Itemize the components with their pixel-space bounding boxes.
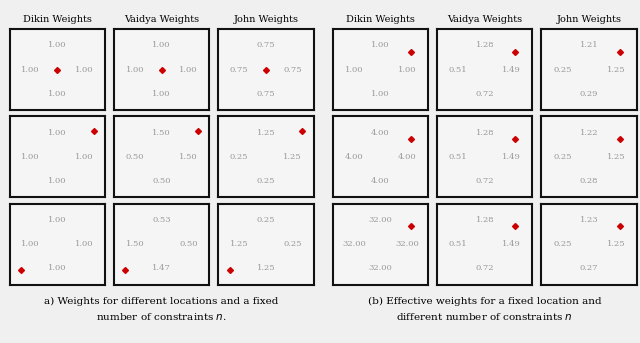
Text: 1.00: 1.00 — [48, 42, 67, 49]
Text: 32.00: 32.00 — [396, 240, 419, 248]
Text: 1.49: 1.49 — [502, 153, 521, 161]
Text: 0.75: 0.75 — [284, 66, 302, 74]
Text: 1.00: 1.00 — [48, 177, 67, 185]
Text: 1.00: 1.00 — [48, 216, 67, 224]
Text: 32.00: 32.00 — [369, 264, 392, 272]
Text: 1.00: 1.00 — [21, 240, 40, 248]
Text: 0.72: 0.72 — [476, 264, 494, 272]
Text: 1.00: 1.00 — [344, 66, 363, 74]
Text: 0.25: 0.25 — [257, 177, 275, 185]
Text: 0.25: 0.25 — [553, 153, 572, 161]
Text: 0.25: 0.25 — [553, 66, 572, 74]
Text: 1.00: 1.00 — [398, 66, 417, 74]
Text: 1.00: 1.00 — [48, 90, 67, 98]
Text: 0.50: 0.50 — [152, 177, 171, 185]
Text: John Weights: John Weights — [234, 15, 298, 24]
Text: 1.25: 1.25 — [257, 129, 275, 137]
Text: 1.50: 1.50 — [152, 129, 171, 137]
Text: 1.28: 1.28 — [476, 42, 494, 49]
Text: 0.25: 0.25 — [257, 216, 275, 224]
Text: 0.72: 0.72 — [476, 90, 494, 98]
Text: 1.00: 1.00 — [152, 90, 171, 98]
Text: 1.25: 1.25 — [257, 264, 275, 272]
Text: 0.51: 0.51 — [449, 240, 467, 248]
Text: 32.00: 32.00 — [369, 216, 392, 224]
Text: 1.47: 1.47 — [152, 264, 171, 272]
Text: 1.25: 1.25 — [607, 66, 625, 74]
Text: (b) Effective weights for a fixed location and
different number of constraints $: (b) Effective weights for a fixed locati… — [368, 297, 602, 322]
Text: 1.25: 1.25 — [607, 240, 625, 248]
Text: 1.25: 1.25 — [607, 153, 625, 161]
Text: 0.72: 0.72 — [476, 177, 494, 185]
Text: 1.00: 1.00 — [75, 66, 93, 74]
Text: 0.51: 0.51 — [449, 66, 467, 74]
Text: 1.23: 1.23 — [580, 216, 598, 224]
Text: 1.00: 1.00 — [179, 66, 198, 74]
Text: 1.21: 1.21 — [580, 42, 598, 49]
Text: 0.27: 0.27 — [580, 264, 598, 272]
Text: 4.00: 4.00 — [371, 129, 390, 137]
Text: 0.25: 0.25 — [230, 153, 248, 161]
Text: 1.25: 1.25 — [230, 240, 248, 248]
Text: 1.28: 1.28 — [476, 129, 494, 137]
Text: 1.28: 1.28 — [476, 216, 494, 224]
Text: 0.50: 0.50 — [179, 240, 198, 248]
Text: 4.00: 4.00 — [398, 153, 417, 161]
Text: 1.49: 1.49 — [502, 240, 521, 248]
Text: 0.25: 0.25 — [284, 240, 302, 248]
Text: 0.75: 0.75 — [230, 66, 248, 74]
Text: 1.00: 1.00 — [75, 240, 93, 248]
Text: 1.00: 1.00 — [371, 90, 390, 98]
Text: a) Weights for different locations and a fixed
number of constraints $n$.: a) Weights for different locations and a… — [44, 297, 279, 322]
Text: 1.00: 1.00 — [371, 42, 390, 49]
Text: 1.00: 1.00 — [48, 129, 67, 137]
Text: 1.00: 1.00 — [21, 153, 40, 161]
Text: 1.00: 1.00 — [152, 42, 171, 49]
Text: Vaidya Weights: Vaidya Weights — [124, 15, 199, 24]
Text: 0.28: 0.28 — [580, 177, 598, 185]
Text: 4.00: 4.00 — [371, 177, 390, 185]
Text: 1.50: 1.50 — [179, 153, 198, 161]
Text: 1.00: 1.00 — [125, 66, 144, 74]
Text: 0.51: 0.51 — [449, 153, 467, 161]
Text: Vaidya Weights: Vaidya Weights — [447, 15, 522, 24]
Text: 1.00: 1.00 — [75, 153, 93, 161]
Text: Dikin Weights: Dikin Weights — [346, 15, 415, 24]
Text: 0.53: 0.53 — [152, 216, 171, 224]
Text: 0.25: 0.25 — [553, 240, 572, 248]
Text: 0.50: 0.50 — [125, 153, 144, 161]
Text: 1.25: 1.25 — [284, 153, 302, 161]
Text: 1.49: 1.49 — [502, 66, 521, 74]
Text: 0.29: 0.29 — [580, 90, 598, 98]
Text: John Weights: John Weights — [557, 15, 621, 24]
Text: Dikin Weights: Dikin Weights — [23, 15, 92, 24]
Text: 4.00: 4.00 — [344, 153, 363, 161]
Text: 1.00: 1.00 — [48, 264, 67, 272]
Text: 1.22: 1.22 — [580, 129, 598, 137]
Text: 32.00: 32.00 — [342, 240, 365, 248]
Text: 0.75: 0.75 — [257, 90, 275, 98]
Text: 1.50: 1.50 — [125, 240, 144, 248]
Text: 0.75: 0.75 — [257, 42, 275, 49]
Text: 1.00: 1.00 — [21, 66, 40, 74]
